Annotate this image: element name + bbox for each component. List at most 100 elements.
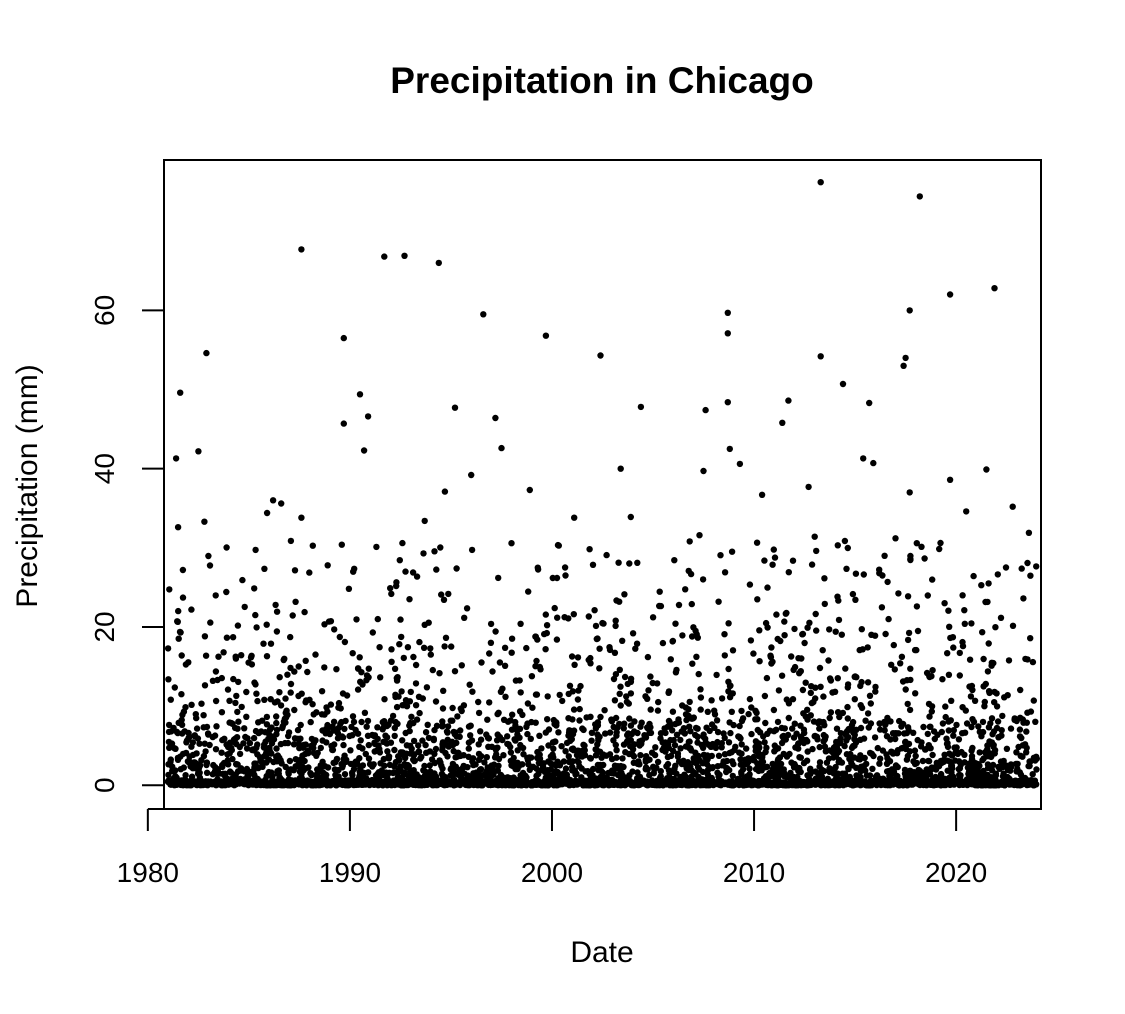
data-point bbox=[181, 728, 188, 735]
data-point bbox=[685, 738, 692, 746]
data-point bbox=[732, 743, 739, 750]
data-point bbox=[421, 517, 428, 525]
data-point bbox=[171, 684, 178, 691]
y-tick-label: 0 bbox=[89, 777, 120, 793]
data-point bbox=[223, 634, 231, 641]
data-point bbox=[387, 585, 394, 592]
data-point bbox=[775, 756, 782, 763]
data-point bbox=[573, 751, 581, 759]
data-point bbox=[876, 720, 883, 727]
data-point bbox=[860, 571, 867, 578]
data-point bbox=[789, 725, 796, 732]
data-point bbox=[229, 720, 236, 727]
data-point bbox=[804, 706, 811, 713]
data-point bbox=[885, 768, 892, 775]
data-point bbox=[946, 291, 954, 298]
data-point bbox=[556, 691, 563, 699]
data-point bbox=[697, 686, 704, 693]
data-point bbox=[260, 640, 267, 647]
data-point bbox=[508, 635, 516, 642]
data-point bbox=[617, 465, 624, 472]
data-point bbox=[713, 717, 721, 724]
data-point bbox=[369, 629, 376, 636]
data-point bbox=[895, 590, 902, 597]
data-point bbox=[223, 588, 230, 596]
data-point bbox=[714, 763, 721, 770]
data-point bbox=[857, 682, 864, 690]
data-point bbox=[605, 769, 612, 777]
data-point bbox=[647, 706, 654, 713]
data-point bbox=[877, 755, 884, 762]
data-point bbox=[619, 772, 626, 779]
data-point bbox=[278, 500, 285, 507]
data-point bbox=[525, 588, 532, 595]
data-point bbox=[318, 711, 326, 718]
data-point bbox=[1012, 760, 1020, 768]
data-point bbox=[169, 767, 176, 775]
data-point bbox=[318, 762, 326, 769]
data-point bbox=[281, 715, 288, 723]
data-point bbox=[1014, 765, 1021, 773]
data-point bbox=[807, 770, 814, 777]
data-point bbox=[835, 759, 842, 766]
data-point bbox=[862, 717, 869, 724]
data-point bbox=[236, 750, 244, 758]
data-point bbox=[608, 716, 615, 723]
data-point bbox=[699, 576, 707, 583]
y-tick-label: 40 bbox=[89, 453, 120, 484]
data-point bbox=[606, 646, 614, 654]
data-point bbox=[808, 561, 816, 568]
data-point bbox=[1018, 565, 1025, 572]
data-point bbox=[852, 673, 859, 680]
data-point bbox=[440, 596, 448, 603]
data-point bbox=[349, 650, 356, 657]
data-point bbox=[312, 651, 319, 658]
data-point bbox=[415, 693, 423, 700]
data-point bbox=[421, 762, 428, 770]
data-point bbox=[888, 748, 895, 755]
data-point bbox=[174, 618, 181, 625]
data-point bbox=[381, 762, 388, 769]
data-point bbox=[348, 769, 356, 776]
data-point bbox=[924, 730, 931, 738]
data-point bbox=[944, 650, 951, 657]
data-point bbox=[422, 729, 430, 736]
data-point bbox=[469, 688, 476, 695]
data-point bbox=[781, 632, 788, 639]
data-point bbox=[416, 638, 423, 646]
data-point bbox=[509, 711, 516, 718]
data-point bbox=[562, 748, 569, 755]
data-point bbox=[579, 753, 586, 760]
y-axis: 0 20 40 60 bbox=[89, 295, 165, 793]
data-point bbox=[816, 664, 824, 672]
data-point bbox=[263, 621, 270, 628]
data-point bbox=[949, 634, 957, 641]
data-point bbox=[271, 699, 279, 706]
data-point bbox=[386, 761, 394, 769]
data-point bbox=[432, 745, 440, 753]
data-point bbox=[771, 742, 778, 749]
data-point bbox=[418, 753, 425, 761]
data-point bbox=[387, 739, 395, 746]
data-point bbox=[416, 709, 423, 717]
data-point bbox=[851, 731, 858, 739]
data-point bbox=[876, 570, 883, 577]
data-point bbox=[649, 614, 657, 621]
data-point bbox=[800, 736, 807, 743]
data-point bbox=[528, 718, 535, 726]
data-point bbox=[542, 646, 549, 653]
data-point bbox=[892, 762, 900, 769]
data-point bbox=[672, 620, 679, 627]
data-point bbox=[623, 698, 631, 706]
data-point bbox=[844, 715, 851, 722]
data-point bbox=[226, 750, 233, 757]
data-point bbox=[942, 703, 949, 710]
data-point bbox=[1029, 658, 1037, 666]
data-point bbox=[816, 743, 823, 751]
data-point bbox=[847, 750, 854, 758]
data-point bbox=[728, 708, 735, 715]
data-point bbox=[229, 755, 236, 763]
data-point bbox=[621, 720, 628, 727]
data-point bbox=[750, 650, 757, 657]
data-point bbox=[399, 737, 406, 744]
